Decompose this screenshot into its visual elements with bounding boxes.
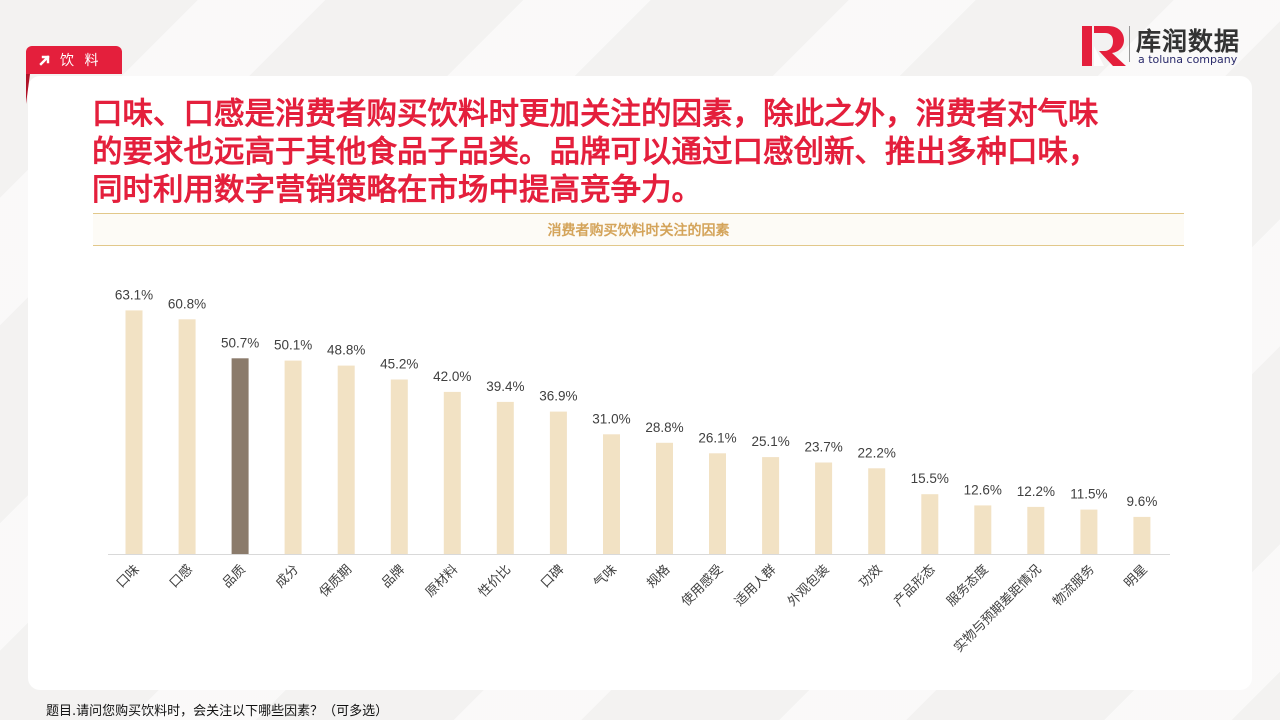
bar-18: [1027, 506, 1045, 554]
survey-question-footnote: 题目.请问您购买饮料时，会关注以下哪些因素？（可多选）: [46, 704, 389, 719]
category-tick-label: 功效: [857, 562, 886, 591]
category-tick-label: 性价比: [476, 562, 514, 600]
bar-value-label: 22.2%: [858, 445, 896, 460]
bar-value-label: 12.6%: [964, 482, 1002, 497]
bar-value-label: 36.9%: [539, 389, 577, 404]
bar-value-label: 26.1%: [698, 430, 736, 445]
category-tag: 饮 料: [26, 46, 122, 74]
arrow-up-right-icon: [39, 55, 50, 66]
bar-value-label: 50.7%: [221, 335, 259, 350]
bar-6: [390, 379, 408, 554]
category-tick-label: 成分: [273, 562, 302, 591]
category-tick-label: 使用感受: [678, 562, 726, 610]
bar-20: [1133, 516, 1151, 554]
category-tick-label: 品质: [220, 562, 249, 591]
bar-13: [762, 457, 780, 554]
bar-3: [231, 358, 249, 554]
bar-16: [921, 494, 939, 554]
bar-17: [974, 505, 992, 554]
bar-value-label: 28.8%: [645, 420, 683, 435]
bar-value-label: 60.8%: [168, 296, 206, 311]
category-tick-label: 明星: [1122, 562, 1151, 591]
bar-2: [178, 319, 196, 554]
bar-7: [443, 391, 461, 554]
category-tick-label: 口碑: [538, 562, 568, 592]
category-tick-label: 品牌: [378, 562, 408, 592]
logo-mark-icon: [1082, 26, 1126, 66]
bar-9: [549, 411, 567, 554]
category-tick-label: 实物与预期差距情况: [951, 562, 1044, 655]
category-tick-label: 适用人群: [732, 562, 779, 609]
category-tick-label: 物流服务: [1050, 562, 1098, 610]
page-headline: 口味、口感是消费者购买饮料时更加关注的因素，除此之外，消费者对气味 的要求也远高…: [92, 97, 1099, 208]
bar-value-label: 50.1%: [274, 338, 312, 353]
bar-value-label: 42.0%: [433, 369, 471, 384]
bar-value-label: 9.6%: [1127, 494, 1158, 509]
bar-value-label: 45.2%: [380, 357, 418, 372]
category-tick-label: 口味: [114, 562, 143, 591]
bar-4: [284, 360, 302, 554]
brand-logo: 库润数据 a toluna company: [1080, 22, 1255, 68]
category-tick-label: 外观包装: [785, 562, 832, 609]
bar-value-label: 39.4%: [486, 379, 524, 394]
category-tick-label: 口感: [166, 562, 196, 592]
bar-value-label: 31.0%: [592, 411, 630, 426]
bar-value-label: 12.2%: [1017, 484, 1055, 499]
chart-title: 消费者购买饮料时关注的因素: [547, 222, 730, 239]
bar-value-label: 48.8%: [327, 343, 365, 358]
bar-value-label: 63.1%: [115, 287, 153, 302]
logo-brand-text: 库润数据: [1136, 27, 1241, 56]
bar-12: [709, 453, 726, 554]
bar-value-label: 25.1%: [751, 434, 789, 449]
bar-1: [125, 310, 143, 554]
logo-subtitle: a toluna company: [1138, 53, 1238, 66]
bar-14: [815, 462, 833, 554]
category-tag-label: 饮 料: [60, 53, 102, 69]
category-tick-label: 规格: [644, 562, 674, 592]
category-tick-label: 服务态度: [944, 562, 992, 610]
logo-separator: [1129, 26, 1130, 62]
category-tag-tail: [26, 74, 30, 104]
category-tick-label: 原材料: [423, 562, 461, 600]
bar-value-label: 23.7%: [805, 440, 843, 455]
bar-5: [337, 365, 355, 554]
bar-19: [1080, 509, 1098, 554]
bar-8: [496, 401, 514, 554]
bar-11: [656, 442, 673, 554]
bar-10: [603, 434, 620, 554]
bar-15: [868, 468, 886, 554]
chart-title-bar: 消费者购买饮料时关注的因素: [93, 213, 1184, 246]
category-tick-label: 产品形态: [891, 562, 938, 609]
category-tick-label: 保质期: [317, 562, 355, 600]
category-tick-label: 气味: [591, 562, 621, 592]
bar-value-label: 15.5%: [911, 471, 949, 486]
bar-value-label: 11.5%: [1070, 487, 1107, 502]
